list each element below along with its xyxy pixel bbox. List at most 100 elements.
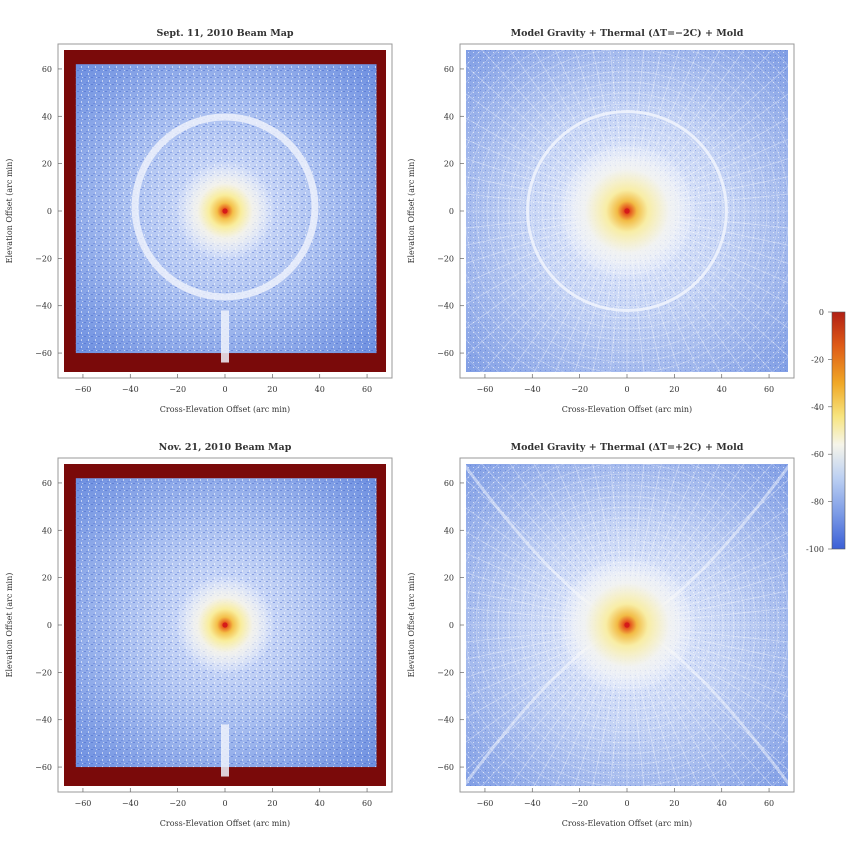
y-tick-label: −40: [437, 716, 454, 725]
y-tick-label: 60: [444, 479, 454, 488]
colorbar-tick-label: -100: [806, 545, 824, 554]
y-tick-label: 40: [444, 112, 454, 121]
colorbar-tick-label: -60: [811, 450, 824, 459]
colorbar-gradient: [831, 311, 846, 550]
x-tick-label: 40: [315, 385, 325, 394]
x-tick-label: −20: [169, 799, 186, 808]
y-tick-label: 20: [444, 574, 454, 583]
x-tick-label: 60: [764, 385, 774, 394]
y-axis-label: Elevation Offset (arc min): [5, 573, 14, 678]
model-ripple: [486, 484, 768, 766]
y-axis-label: Elevation Offset (arc min): [407, 159, 416, 264]
colorbar-tick-label: 0: [819, 308, 824, 317]
model-ripple: [486, 70, 768, 352]
x-tick-label: 60: [362, 799, 372, 808]
y-tick-label: −60: [437, 763, 454, 772]
x-tick-label: −40: [122, 385, 139, 394]
y-tick-label: −40: [35, 302, 52, 311]
heatmap-area: [466, 464, 788, 786]
x-tick-label: −60: [476, 799, 493, 808]
x-tick-label: −40: [122, 799, 139, 808]
x-tick-label: −20: [571, 799, 588, 808]
panel-title: Model Gravity + Thermal (ΔT=+2C) + Mold: [511, 442, 744, 453]
y-tick-label: 40: [42, 112, 52, 121]
x-axis-label: Cross-Elevation Offset (arc min): [562, 405, 692, 414]
beam-peak: [222, 622, 228, 628]
y-tick-label: 0: [47, 207, 52, 216]
model-ripple: [497, 495, 757, 755]
y-tick-label: −60: [35, 349, 52, 358]
y-tick-label: 20: [42, 574, 52, 583]
panel-title: Sept. 11, 2010 Beam Map: [156, 28, 293, 39]
y-tick-label: −20: [35, 254, 52, 263]
panels-layer: Sept. 11, 2010 Beam Map −60 −40 −20 0 20 40 60 −…: [5, 28, 795, 828]
x-tick-label: 0: [624, 799, 629, 808]
y-tick-label: −60: [437, 349, 454, 358]
y-tick-label: −40: [35, 716, 52, 725]
model-ripple: [530, 528, 724, 722]
x-tick-label: −40: [524, 385, 541, 394]
sidelobe-ring: [526, 110, 728, 312]
x-tick-label: 40: [717, 385, 727, 394]
beam-peak: [624, 622, 630, 628]
y-tick-label: 40: [42, 526, 52, 535]
y-tick-label: 60: [444, 65, 454, 74]
x-tick-label: 40: [717, 799, 727, 808]
x-tick-label: 20: [669, 385, 679, 394]
x-tick-label: −40: [524, 799, 541, 808]
x-tick-label: 0: [222, 385, 227, 394]
y-tick-label: 20: [42, 160, 52, 169]
y-tick-label: 20: [444, 160, 454, 169]
x-tick-label: 0: [624, 385, 629, 394]
model-ripple: [519, 517, 735, 733]
beam-map-panel-2: Model Gravity + Thermal (ΔT=−2C) + Mold −…: [407, 28, 795, 414]
heatmap-area: [64, 50, 386, 372]
x-tick-label: −20: [169, 385, 186, 394]
beam-map-panel-3: Nov. 21, 2010 Beam Map −60 −40 −20 0 20 40 60 −6…: [5, 442, 393, 828]
model-ripple: [497, 81, 757, 341]
colorbar-ticks: 0 -20 -40 -60 -80 -100: [806, 308, 832, 554]
beam-peak: [624, 208, 630, 214]
model-ripple: [519, 103, 735, 319]
x-tick-label: −20: [571, 385, 588, 394]
model-ripple: [475, 473, 779, 777]
y-tick-label: 60: [42, 65, 52, 74]
x-tick-label: 60: [362, 385, 372, 394]
y-tick-label: 0: [449, 207, 454, 216]
y-axis-label: Elevation Offset (arc min): [407, 573, 416, 678]
colorbar-tick-label: -40: [811, 403, 824, 412]
x-axis-label: Cross-Elevation Offset (arc min): [160, 819, 290, 828]
strut-shadow: [221, 310, 229, 363]
x-tick-label: 20: [267, 799, 277, 808]
model-ripple: [508, 92, 746, 330]
colorbar-tick-label: -80: [811, 498, 824, 507]
x-tick-label: 40: [315, 799, 325, 808]
y-axis-label: Elevation Offset (arc min): [5, 159, 14, 264]
colorbar: 0 -20 -40 -60 -80 -100: [806, 308, 846, 554]
x-axis-label: Cross-Elevation Offset (arc min): [562, 819, 692, 828]
panel-title: Model Gravity + Thermal (ΔT=−2C) + Mold: [511, 28, 744, 39]
beam-peak: [222, 208, 228, 214]
beam-map-panel-1: Sept. 11, 2010 Beam Map −60 −40 −20 0 20 40 60 −…: [5, 28, 393, 414]
model-ripple: [541, 125, 713, 297]
model-ripple: [541, 539, 713, 711]
panel-title: Nov. 21, 2010 Beam Map: [159, 442, 292, 453]
x-tick-label: 20: [267, 385, 277, 394]
y-tick-label: 0: [449, 621, 454, 630]
heatmap-area: [64, 464, 386, 786]
y-tick-label: −60: [35, 763, 52, 772]
model-ripple: [508, 506, 746, 744]
y-tick-label: −20: [437, 254, 454, 263]
x-tick-label: 0: [222, 799, 227, 808]
y-tick-label: −20: [35, 668, 52, 677]
y-tick-label: 0: [47, 621, 52, 630]
x-tick-label: −60: [476, 385, 493, 394]
y-tick-label: 40: [444, 526, 454, 535]
heatmap-area: [466, 50, 788, 372]
x-axis-label: Cross-Elevation Offset (arc min): [160, 405, 290, 414]
x-tick-label: 20: [669, 799, 679, 808]
colorbar-tick-label: -20: [811, 355, 824, 364]
model-ripple: [475, 59, 779, 363]
sidelobe-ring: [131, 113, 319, 301]
